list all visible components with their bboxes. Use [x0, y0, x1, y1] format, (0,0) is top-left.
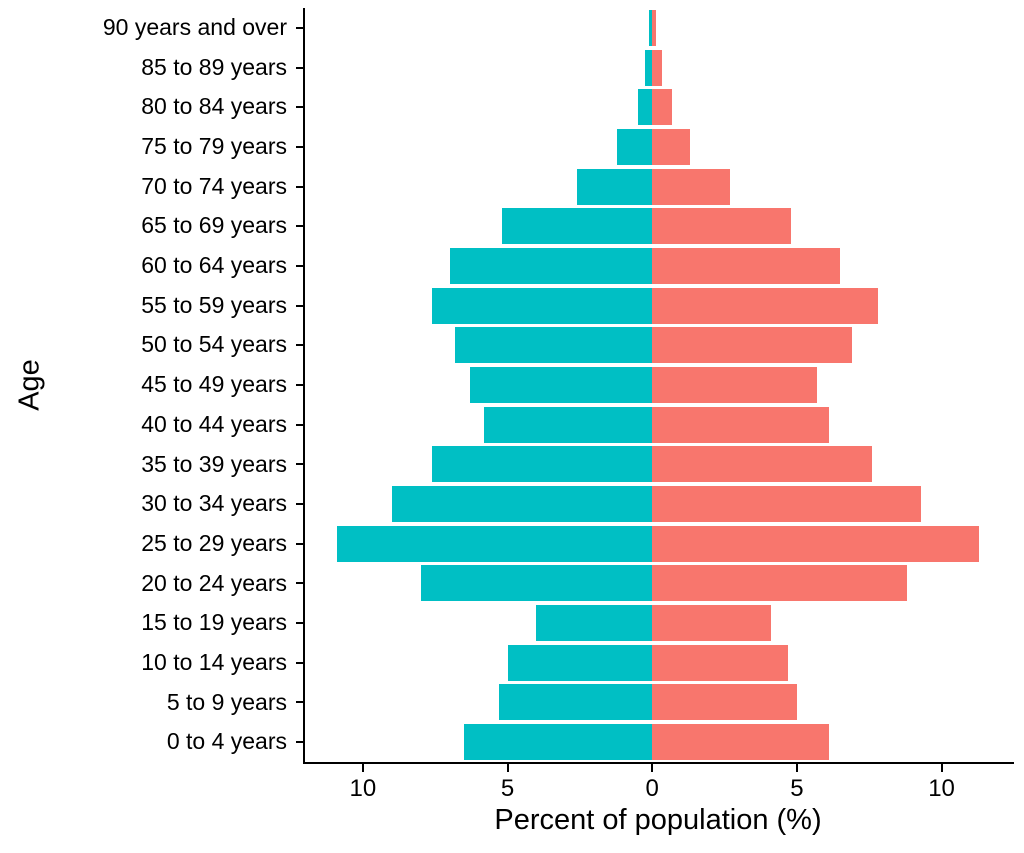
y-tick-label: 45 to 49 years: [141, 371, 287, 398]
bar-right-14: [652, 565, 907, 602]
y-tick-label: 30 to 34 years: [141, 490, 287, 517]
y-tick-label: 25 to 29 years: [141, 529, 287, 556]
y-tick-label: 80 to 84 years: [141, 93, 287, 120]
bar-left-0: [649, 9, 653, 46]
bar-right-1: [652, 49, 663, 86]
bar-right-18: [652, 724, 829, 761]
y-tick-mark: [296, 701, 303, 704]
y-tick-mark: [296, 741, 303, 744]
x-tick-mark: [651, 764, 654, 772]
x-tick-label: 0: [645, 775, 659, 802]
y-tick-mark: [296, 582, 303, 585]
y-axis-line: [303, 8, 305, 764]
bar-left-5: [501, 208, 653, 245]
y-tick-mark: [296, 106, 303, 109]
bar-left-10: [484, 406, 653, 443]
y-tick-label: 75 to 79 years: [141, 133, 287, 160]
x-tick-mark: [940, 764, 943, 772]
y-tick-label: 20 to 24 years: [141, 569, 287, 596]
bar-left-2: [637, 89, 653, 126]
bar-left-12: [391, 486, 653, 523]
y-tick-label: 55 to 59 years: [141, 291, 287, 318]
bar-right-10: [652, 406, 829, 443]
bar-right-9: [652, 367, 818, 403]
bar-left-9: [469, 367, 653, 403]
y-tick-label: 65 to 69 years: [141, 212, 287, 239]
y-tick-label: 70 to 74 years: [141, 172, 287, 199]
x-axis-line: [303, 762, 1014, 764]
y-tick-label: 85 to 89 years: [141, 53, 287, 80]
bar-left-18: [464, 724, 653, 761]
y-tick-mark: [296, 225, 303, 228]
y-tick-mark: [296, 304, 303, 307]
bar-right-2: [652, 89, 673, 126]
bar-right-16: [652, 644, 789, 681]
bar-left-6: [449, 247, 653, 284]
x-tick-label: 10: [349, 775, 377, 802]
x-tick-label: 5: [500, 775, 515, 802]
bar-right-17: [652, 684, 797, 721]
x-tick-label: 10: [928, 775, 955, 802]
bar-right-3: [652, 128, 690, 165]
bar-right-12: [652, 486, 922, 523]
bar-left-13: [336, 525, 653, 562]
bar-right-11: [652, 446, 873, 483]
bar-right-4: [652, 168, 731, 205]
y-tick-mark: [296, 622, 303, 625]
y-tick-mark: [296, 661, 303, 664]
bar-left-1: [644, 49, 653, 86]
plot-area: [305, 8, 1011, 762]
bar-right-15: [652, 605, 771, 642]
bar-right-8: [652, 327, 852, 364]
x-axis-title: Percent of population (%): [494, 804, 822, 836]
y-tick-mark: [296, 463, 303, 466]
y-tick-mark: [296, 145, 303, 148]
bar-left-15: [536, 605, 653, 642]
bar-left-16: [507, 644, 653, 681]
bar-right-6: [652, 247, 841, 284]
y-tick-label: 15 to 19 years: [141, 609, 287, 636]
bar-left-8: [455, 327, 653, 364]
x-tick-mark: [361, 764, 364, 772]
y-tick-label: 35 to 39 years: [141, 450, 287, 477]
y-tick-label: 10 to 14 years: [141, 648, 287, 675]
y-tick-mark: [296, 503, 303, 506]
y-tick-mark: [296, 264, 303, 267]
bar-left-14: [420, 565, 653, 602]
bar-right-7: [652, 287, 878, 324]
y-tick-mark: [296, 384, 303, 386]
bar-right-5: [652, 208, 792, 245]
y-tick-mark: [296, 423, 303, 426]
y-tick-label: 50 to 54 years: [141, 331, 287, 358]
bar-left-11: [432, 446, 653, 483]
x-tick-label: 5: [790, 775, 804, 802]
y-tick-label: 60 to 64 years: [141, 252, 287, 279]
x-tick-mark: [506, 764, 509, 772]
x-tick-mark: [795, 764, 798, 772]
bar-right-0: [652, 9, 656, 46]
y-tick-label: 5 to 9 years: [166, 688, 287, 715]
bar-left-4: [576, 168, 653, 205]
x-axis-ticks: 10 5 0 5 10: [305, 764, 1011, 824]
y-axis-labels: 90 years and over 85 to 89 years 80 to 84 …: [0, 0, 303, 853]
y-tick-mark: [296, 26, 303, 29]
y-tick-mark: [296, 344, 303, 347]
bar-left-7: [432, 287, 653, 324]
y-tick-mark: [296, 66, 303, 69]
bar-left-3: [617, 128, 653, 165]
y-tick-label: 40 to 44 years: [141, 410, 287, 437]
y-tick-label: 90 years and over: [102, 14, 287, 40]
bar-right-13: [652, 525, 980, 562]
y-tick-mark: [296, 185, 303, 188]
y-tick-mark: [296, 542, 303, 545]
y-tick-label: 0 to 4 years: [166, 728, 287, 755]
bar-left-17: [498, 684, 653, 721]
